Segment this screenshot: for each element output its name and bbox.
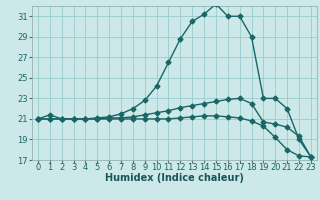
X-axis label: Humidex (Indice chaleur): Humidex (Indice chaleur) — [105, 173, 244, 183]
